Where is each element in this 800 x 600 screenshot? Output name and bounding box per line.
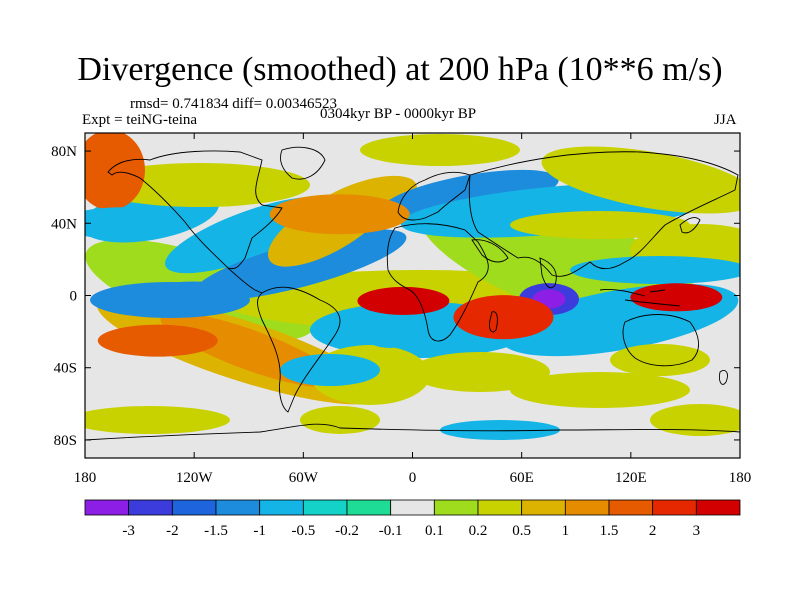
coastlines	[85, 146, 740, 441]
colorbar-label: -0.1	[379, 523, 403, 539]
y-tick-label: 80N	[51, 144, 77, 160]
experiment-label: Expt = teiNG-teina	[82, 112, 198, 128]
field-blob	[360, 312, 420, 348]
colorbar-swatch	[215, 499, 261, 516]
field-extremum-core	[651, 288, 702, 306]
x-tick-label: 0	[409, 470, 417, 486]
field-blob	[610, 344, 710, 376]
field-blob	[570, 256, 740, 284]
chart-title: Divergence (smoothed) at 200 hPa (10**6 …	[77, 51, 723, 88]
colorbar-swatch	[695, 499, 741, 516]
colorbar-swatch	[608, 499, 654, 516]
colorbar-label: -0.5	[291, 523, 315, 539]
field-blob	[410, 352, 550, 392]
x-tick-label: 180	[74, 470, 97, 486]
field-blob	[360, 134, 520, 166]
field-extremum	[269, 194, 410, 235]
divergence-field-blobs	[85, 133, 740, 440]
field-blob	[440, 420, 560, 440]
colorbar-label: 3	[693, 523, 701, 539]
field-blob	[85, 133, 145, 210]
stats-label: rmsd= 0.741834 diff= 0.00346523	[130, 96, 338, 112]
colorbar-label: 0.2	[469, 523, 488, 539]
colorbar-swatch	[346, 499, 392, 516]
colorbar-swatch	[171, 499, 217, 516]
field-blob	[300, 406, 380, 434]
field-extremum	[97, 324, 218, 357]
colorbar-label: 0.1	[425, 523, 444, 539]
field-extremum	[453, 295, 554, 340]
x-tick-label: 120W	[176, 470, 214, 486]
period-label: 0304kyr BP - 0000kyr BP	[320, 106, 477, 122]
colorbar-label: -3	[122, 523, 135, 539]
season-label: JJA	[714, 112, 737, 128]
colorbar-swatch	[128, 499, 173, 516]
x-tick-label: 60W	[289, 470, 319, 486]
colorbar-label: -0.2	[335, 523, 359, 539]
colorbar-swatch	[259, 499, 304, 516]
y-tick-label: 0	[70, 289, 78, 305]
colorbar-swatch	[652, 499, 697, 516]
x-tick-label: 120E	[615, 470, 647, 486]
colorbar-swatch	[390, 499, 435, 516]
colorbar-swatch	[521, 499, 566, 516]
map-field	[85, 133, 740, 458]
field-blob	[85, 406, 230, 434]
colorbar: -3 -2 -1.5 -1 -0.5 -0.2 -0.1 0.1 0.2 0.5 1 1.5 2 3	[84, 499, 741, 539]
field-blob	[381, 169, 559, 221]
field-blob	[510, 211, 690, 239]
colorbar-label: -1	[253, 523, 266, 539]
colorbar-swatch	[302, 499, 348, 516]
field-blob	[90, 163, 310, 207]
colorbar-label: 0.5	[512, 523, 531, 539]
field-blob	[280, 354, 380, 386]
field-extremum	[139, 281, 250, 310]
colorbar-label: 1.5	[600, 523, 619, 539]
field-blob	[510, 372, 690, 408]
field-extremum-core	[378, 292, 429, 310]
field-blob	[541, 146, 740, 214]
colorbar-swatch	[477, 499, 523, 516]
field-blob	[193, 229, 407, 301]
colorbar-label: 1	[562, 523, 570, 539]
x-tick-label: 60E	[510, 470, 534, 486]
colorbar-swatch	[564, 499, 610, 516]
field-blob	[650, 404, 740, 436]
x-tick-label: 180	[729, 470, 752, 486]
y-tick-label: 40N	[51, 216, 77, 232]
colorbar-label: 2	[649, 523, 657, 539]
colorbar-label: -2	[166, 523, 179, 539]
y-tick-label: 80S	[54, 433, 77, 449]
colorbar-swatch	[433, 499, 479, 516]
y-tick-label: 40S	[54, 361, 77, 377]
map-axes: 180 120W 60W 0 60E 120E 180 80N 40N 0 40S 80S	[51, 133, 751, 486]
field-extremum	[85, 207, 182, 240]
colorbar-swatch	[84, 499, 130, 516]
colorbar-label: -1.5	[204, 523, 228, 539]
